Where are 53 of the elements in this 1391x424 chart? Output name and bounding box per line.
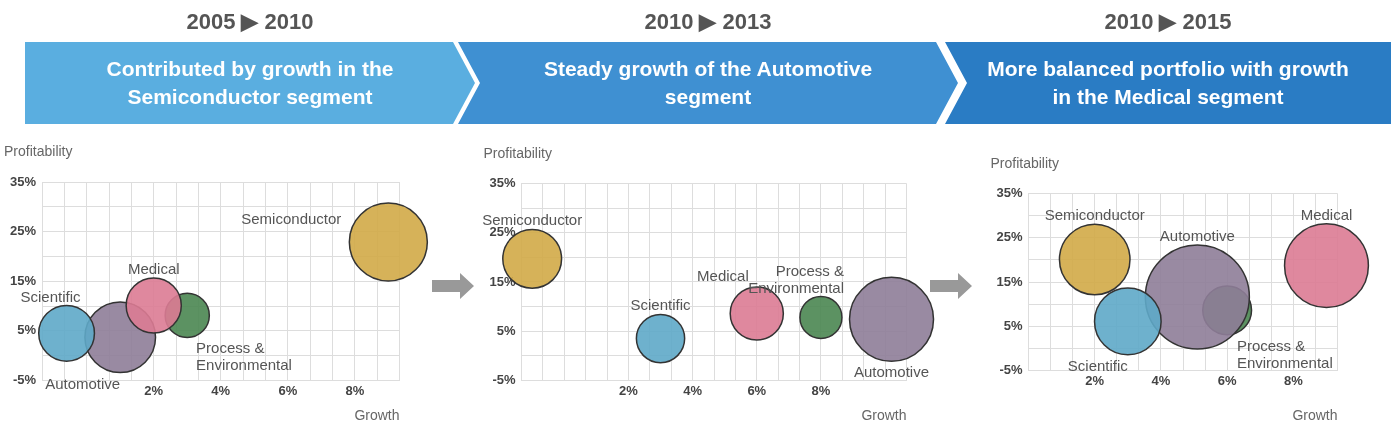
x-tick-label: 2%	[1085, 372, 1105, 388]
series-label: Automotive	[45, 374, 121, 392]
chart-title: 2010 ▶ 2015	[1103, 8, 1233, 36]
y-tick-label: 35%	[489, 175, 516, 191]
series-label: Scientific	[630, 296, 692, 314]
y-tick-label: 15%	[996, 273, 1023, 289]
y-axis-title: Profitability	[483, 144, 552, 161]
chart-title: 2005 ▶ 2010	[185, 8, 315, 36]
x-tick-label: 8%	[1283, 372, 1304, 388]
x-axis-title: Growth	[1292, 407, 1338, 423]
series-label: Scientific	[1067, 356, 1129, 374]
y-axis-title: Profitability	[990, 154, 1059, 171]
y-tick-label: 15%	[489, 273, 516, 289]
y-tick-label: 25%	[489, 224, 516, 240]
x-tick-label: 4%	[1151, 372, 1171, 388]
y-tick-label: -5%	[12, 371, 37, 387]
series-label: Automotive	[1159, 227, 1235, 245]
y-tick-label: 5%	[1003, 317, 1023, 333]
chart-subtitle: Contributed by growth in the Semiconductor segment	[105, 56, 395, 110]
chart-subtitle: More balanced portfolio with growth in the Medical segment	[986, 56, 1350, 110]
series-label: Semiconductor	[241, 210, 342, 228]
y-tick-label: 35%	[9, 173, 37, 189]
series-label: Process & Environmental	[748, 262, 845, 297]
x-tick-label: 8%	[811, 382, 831, 398]
series-label: Process & Environmental	[1236, 336, 1333, 371]
series-label: Automotive	[853, 363, 930, 381]
series-label: Semiconductor	[1044, 206, 1145, 224]
x-tick-label: 4%	[211, 382, 231, 398]
x-tick-label: 6%	[747, 382, 767, 398]
x-tick-label: 6%	[278, 382, 298, 398]
y-tick-label: 35%	[996, 185, 1023, 201]
y-tick-label: -5%	[999, 362, 1023, 378]
y-tick-label: -5%	[492, 371, 516, 387]
chart-title: 2010 ▶ 2013	[643, 8, 773, 36]
x-axis-title: Growth	[861, 407, 907, 423]
series-label: Scientific	[20, 288, 81, 306]
x-tick-label: 6%	[1217, 372, 1237, 388]
series-label: Medical	[1300, 205, 1353, 223]
y-tick-label: 5%	[17, 322, 37, 338]
chart-subtitle: Steady growth of the Automotive segment	[542, 56, 874, 110]
y-tick-label: 25%	[9, 223, 37, 239]
x-tick-label: 8%	[345, 382, 365, 398]
x-tick-label: 4%	[683, 382, 703, 398]
y-axis-title: Profitability	[4, 143, 73, 159]
series-label: Medical	[697, 266, 749, 284]
x-tick-label: 2%	[619, 382, 639, 398]
series-label: Process & Environmental	[196, 339, 292, 374]
x-tick-label: 2%	[144, 382, 164, 398]
series-label: Medical	[127, 259, 180, 277]
y-tick-label: 15%	[9, 272, 37, 288]
y-tick-label: 25%	[996, 229, 1023, 245]
y-tick-label: 5%	[496, 322, 516, 338]
x-axis-title: Growth	[354, 407, 400, 423]
